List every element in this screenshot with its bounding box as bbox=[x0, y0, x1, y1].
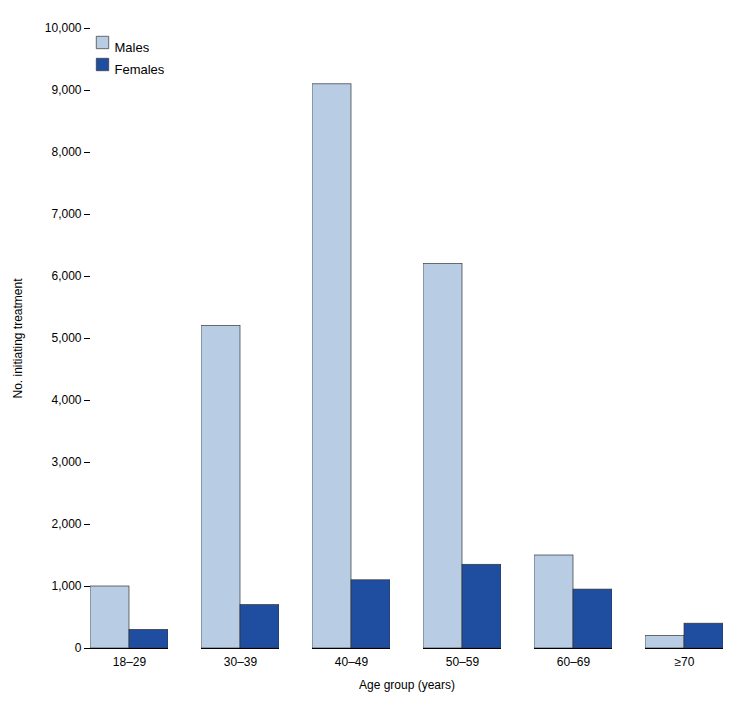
svg-text:3,000: 3,000 bbox=[51, 455, 81, 469]
svg-text:9,000: 9,000 bbox=[51, 83, 81, 97]
svg-text:2,000: 2,000 bbox=[51, 517, 81, 531]
svg-text:10,000: 10,000 bbox=[45, 21, 82, 35]
svg-text:4,000: 4,000 bbox=[51, 393, 81, 407]
svg-text:7,000: 7,000 bbox=[51, 207, 81, 221]
svg-text:Females: Females bbox=[115, 62, 165, 77]
svg-text:No. initiating treatment: No. initiating treatment bbox=[11, 278, 25, 399]
svg-text:50–59: 50–59 bbox=[446, 655, 480, 669]
svg-text:≥70: ≥70 bbox=[675, 655, 695, 669]
svg-text:Males: Males bbox=[115, 40, 150, 55]
svg-text:1,000: 1,000 bbox=[51, 579, 81, 593]
svg-text:18–29: 18–29 bbox=[113, 655, 147, 669]
svg-text:5,000: 5,000 bbox=[51, 331, 81, 345]
svg-text:Age group (years): Age group (years) bbox=[359, 678, 455, 692]
svg-text:6,000: 6,000 bbox=[51, 269, 81, 283]
svg-text:30–39: 30–39 bbox=[224, 655, 258, 669]
svg-text:0: 0 bbox=[75, 641, 82, 655]
svg-text:8,000: 8,000 bbox=[51, 145, 81, 159]
svg-text:40–49: 40–49 bbox=[335, 655, 369, 669]
svg-text:60–69: 60–69 bbox=[557, 655, 591, 669]
